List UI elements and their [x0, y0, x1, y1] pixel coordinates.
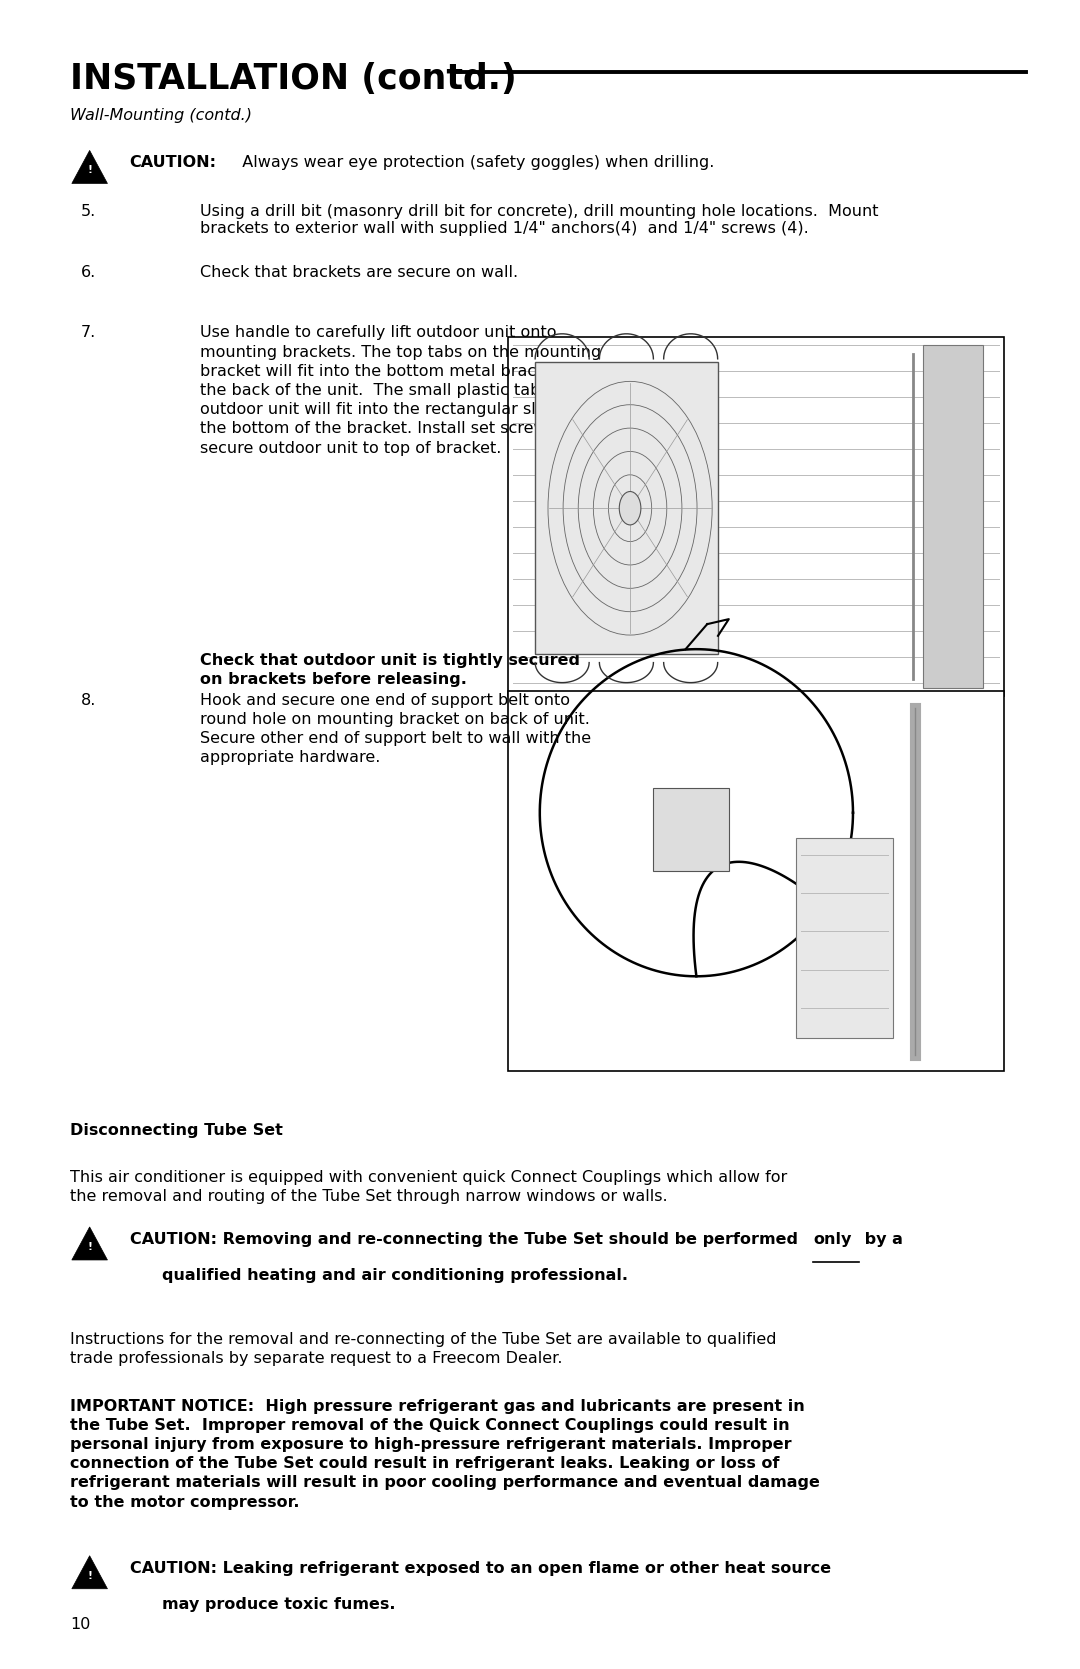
Polygon shape: [71, 150, 108, 184]
Text: Using a drill bit (masonry drill bit for concrete), drill mounting hole location: Using a drill bit (masonry drill bit for…: [200, 204, 878, 235]
Text: Check that outdoor unit is tightly secured
on brackets before releasing.: Check that outdoor unit is tightly secur…: [200, 653, 580, 686]
Text: !: !: [87, 165, 92, 175]
Bar: [508, 691, 1004, 1071]
Text: !: !: [87, 1571, 92, 1581]
Bar: [796, 838, 893, 1038]
Text: 6.: 6.: [81, 265, 96, 280]
Bar: [653, 788, 729, 871]
Text: Instructions for the removal and re-connecting of the Tube Set are available to : Instructions for the removal and re-conn…: [70, 1332, 777, 1365]
Text: This air conditioner is equipped with convenient quick Connect Couplings which a: This air conditioner is equipped with co…: [70, 1170, 787, 1203]
Polygon shape: [71, 1556, 108, 1589]
Polygon shape: [71, 1227, 108, 1260]
Text: Wall-Mounting (contd.): Wall-Mounting (contd.): [70, 108, 253, 124]
Text: CAUTION: Removing and re-connecting the Tube Set should be performed: CAUTION: Removing and re-connecting the …: [130, 1232, 804, 1247]
Text: may produce toxic fumes.: may produce toxic fumes.: [162, 1597, 395, 1612]
Text: Always wear eye protection (safety goggles) when drilling.: Always wear eye protection (safety goggl…: [232, 155, 715, 170]
Circle shape: [619, 491, 640, 526]
Text: !: !: [87, 1242, 92, 1252]
Bar: [535, 362, 718, 654]
Bar: [923, 345, 983, 688]
Text: 7.: 7.: [81, 325, 96, 340]
Text: INSTALLATION (contd.): INSTALLATION (contd.): [70, 62, 517, 95]
Text: 5.: 5.: [81, 204, 96, 219]
Text: 8.: 8.: [81, 693, 96, 708]
Text: CAUTION: Leaking refrigerant exposed to an open flame or other heat source: CAUTION: Leaking refrigerant exposed to …: [130, 1561, 831, 1576]
Text: Check that brackets are secure on wall.: Check that brackets are secure on wall.: [200, 265, 518, 280]
Text: IMPORTANT NOTICE:  High pressure refrigerant gas and lubricants are present in
t: IMPORTANT NOTICE: High pressure refriger…: [70, 1399, 820, 1510]
Text: Disconnecting Tube Set: Disconnecting Tube Set: [70, 1123, 283, 1138]
Text: Hook and secure one end of support belt onto
round hole on mounting bracket on b: Hook and secure one end of support belt …: [200, 693, 591, 764]
Text: CAUTION:: CAUTION:: [130, 155, 217, 170]
Text: only: only: [813, 1232, 852, 1247]
Bar: [508, 337, 1004, 696]
Text: 10: 10: [70, 1617, 91, 1632]
Text: qualified heating and air conditioning professional.: qualified heating and air conditioning p…: [162, 1268, 627, 1283]
Text: Use handle to carefully lift outdoor unit onto
mounting brackets. The top tabs o: Use handle to carefully lift outdoor uni…: [200, 325, 605, 456]
Text: by a: by a: [859, 1232, 903, 1247]
